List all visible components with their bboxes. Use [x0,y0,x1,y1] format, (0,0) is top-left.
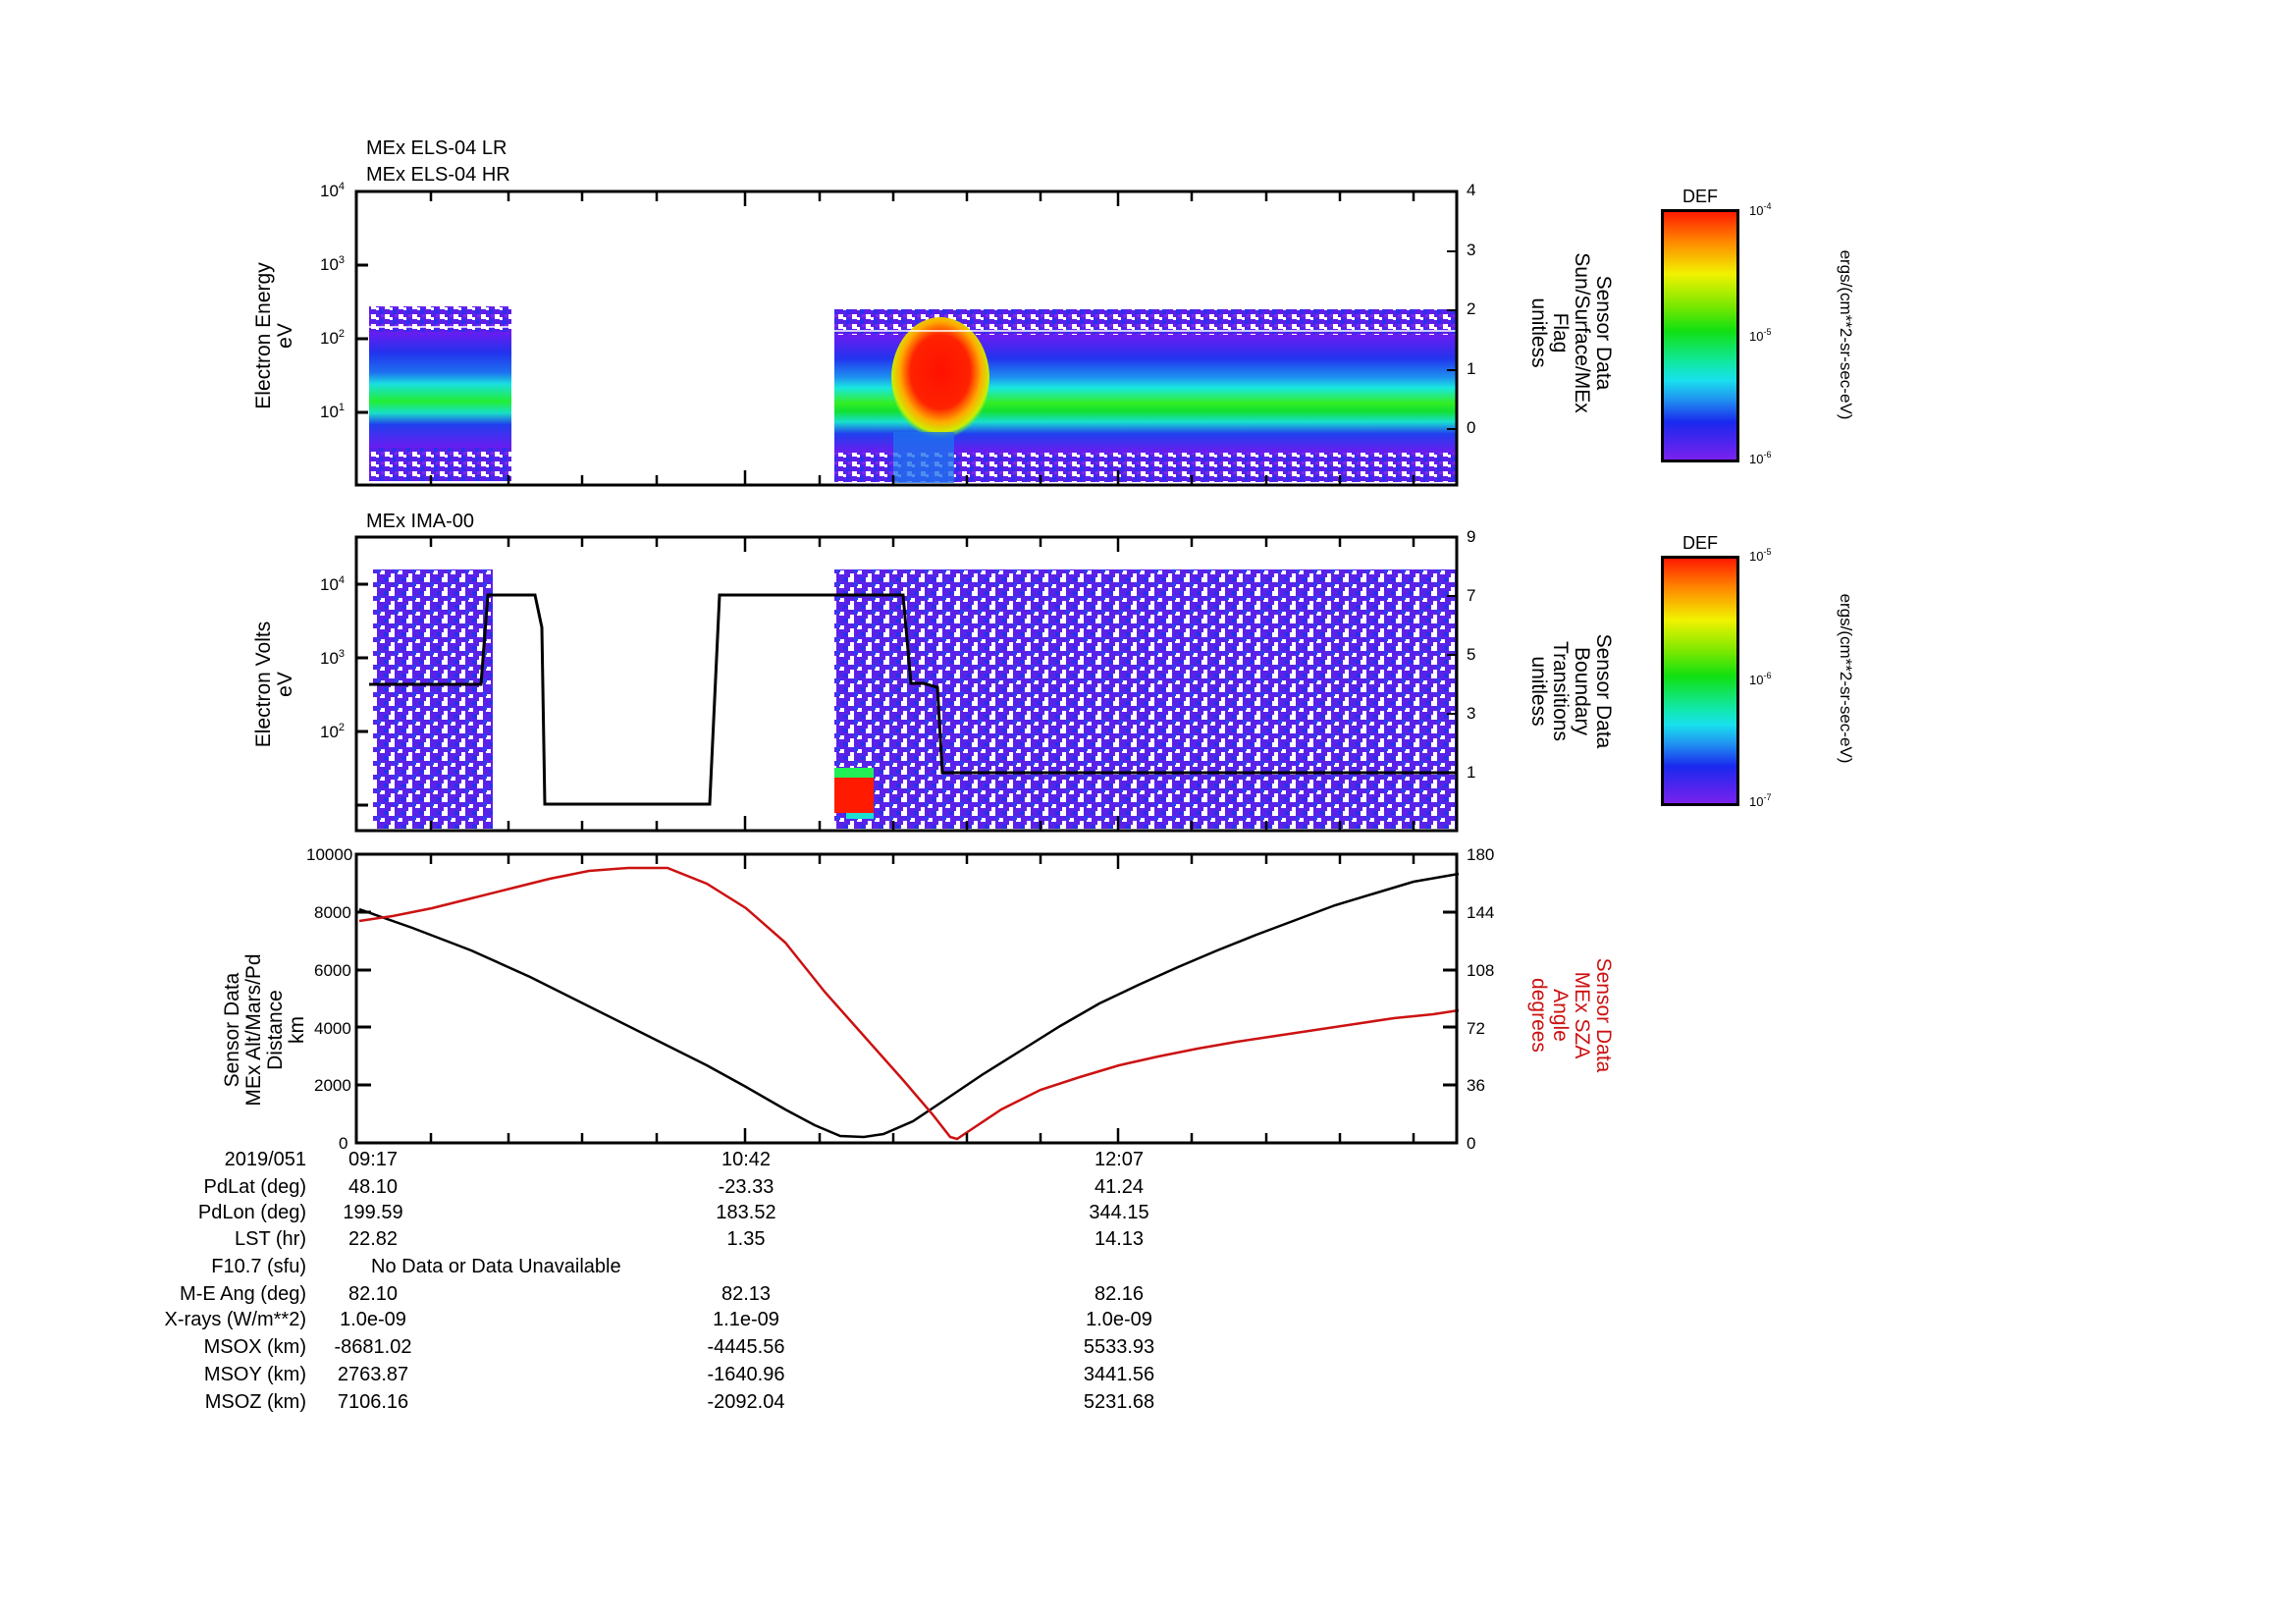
eph-row-xrays-v1: 1.0e-09 [340,1309,406,1330]
panel3-ytick-6000: 6000 [314,961,351,980]
panel3-ytick-8000: 8000 [314,903,351,922]
colorbar1 [1661,209,1739,462]
eph-row-meang-v3: 82.16 [1094,1283,1145,1305]
eph-row-date-v1: 09:17 [347,1149,399,1170]
sza-line [358,866,1460,1141]
eph-row-xrays-v3: 1.0e-09 [1086,1309,1152,1330]
panel1-title-hr: MEx ELS-04 HR [366,164,510,186]
panel2-title: MEx IMA-00 [366,511,475,532]
panel3-ytick-0: 0 [339,1134,348,1153]
eph-row-msoz-label: MSOZ (km) [204,1391,306,1413]
panel3-y2tick-72: 72 [1467,1019,1485,1038]
panel1-ytick-1e4: 104 [320,181,346,200]
eph-row-meang-v2: 82.13 [721,1283,772,1305]
panel3-ytick-2000: 2000 [314,1076,351,1095]
eph-row-xrays-label: X-rays (W/m**2) [164,1309,306,1330]
panel2-y2tick-7: 7 [1467,586,1476,605]
panel2-ytick-1e4: 104 [320,574,346,594]
eph-row-msoz-v3: 5231.68 [1083,1391,1155,1413]
panel3-y2tick-108: 108 [1467,961,1495,980]
panel1-title-lr: MEx ELS-04 LR [366,137,507,159]
els-block1-band [369,332,511,448]
eph-row-f107-label: F10.7 (sfu) [211,1256,306,1277]
eph-row-msoy-v2: -1640.96 [707,1364,785,1385]
colorbar2-mid: 10-6 [1749,671,1772,687]
colorbar1-min: 10-6 [1749,450,1772,466]
eph-row-msox-v1: -8681.02 [334,1336,412,1358]
colorbar1-title: DEF [1682,187,1718,206]
colorbar1-mid: 10-5 [1749,327,1772,344]
panel1-y2tick-1: 1 [1467,359,1476,378]
panel2-ytick-1e2: 102 [320,722,346,741]
panel3-ytick-4000: 4000 [314,1019,351,1038]
panel3-frame [354,852,1459,1145]
panel3-y2tick-36: 36 [1467,1076,1485,1095]
eph-row-pdlat-v3: 41.24 [1094,1176,1145,1198]
panel3-ytick-10000: 10000 [306,845,353,864]
panel1-y2tick-3: 3 [1467,241,1476,259]
eph-row-msoy-v3: 3441.56 [1083,1364,1155,1385]
panel1-y2tick-2: 2 [1467,299,1476,318]
panel1-ytick-1e2: 102 [320,328,346,348]
eph-row-pdlon-v2: 183.52 [716,1202,776,1223]
eph-row-msoz-v1: 7106.16 [337,1391,409,1413]
eph-row-pdlon-v3: 344.15 [1089,1202,1149,1223]
els-hot-spot [891,317,989,439]
colorbar2-max: 10-5 [1749,547,1772,564]
eph-row-pdlat-label: PdLat (deg) [203,1176,306,1198]
eph-row-lst-v1: 22.82 [347,1228,399,1250]
eph-row-pdlat-v1: 48.10 [347,1176,399,1198]
boundary-transition-line [369,593,1457,806]
eph-row-date-v2: 10:42 [721,1149,772,1170]
panel2-y2tick-1: 1 [1467,763,1476,782]
panel3-y2tick-180: 180 [1467,845,1495,864]
eph-row-pdlat-v2: -23.33 [718,1176,774,1198]
panel1-y2tick-4: 4 [1467,181,1476,199]
eph-row-date-v3: 12:07 [1094,1149,1145,1170]
altitude-line [358,872,1460,1139]
eph-row-msox-v2: -4445.56 [707,1336,785,1358]
ima-block1 [373,569,493,829]
eph-row-date-label: 2019/051 [224,1149,306,1170]
panel3-y2tick-0: 0 [1467,1134,1476,1153]
panel2-frame [354,535,1459,833]
eph-row-pdlon-v1: 199.59 [343,1202,403,1223]
eph-row-meang-v1: 82.10 [347,1283,399,1305]
panel3-y2tick-144: 144 [1467,903,1495,922]
panel2-y2tick-3: 3 [1467,704,1476,723]
eph-row-msox-label: MSOX (km) [203,1336,306,1358]
eph-row-pdlon-label: PdLon (deg) [197,1202,306,1223]
panel1-ytick-1e1: 101 [320,402,346,421]
panel2-y2tick-9: 9 [1467,527,1476,546]
panel2-y2tick-5: 5 [1467,645,1476,664]
panel1-ytick-1e3: 103 [320,254,346,274]
ima-red-patch [834,778,874,813]
colorbar2-min: 10-7 [1749,792,1772,809]
colorbar2-title: DEF [1682,533,1718,553]
eph-row-xrays-v2: 1.1e-09 [713,1309,779,1330]
eph-row-lst-label: LST (hr) [235,1228,306,1250]
colorbar2 [1661,556,1739,806]
eph-row-msoz-v2: -2092.04 [707,1391,785,1413]
panel1-y2tick-0: 0 [1467,418,1476,437]
colorbar1-max: 10-4 [1749,201,1772,218]
eph-row-msoy-v1: 2763.87 [337,1364,409,1385]
panel2-ytick-1e3: 103 [320,648,346,668]
eph-row-lst-v2: 1.35 [726,1228,766,1250]
eph-row-f107-v1: No Data or Data Unavailable [371,1256,621,1277]
eph-row-msox-v3: 5533.93 [1083,1336,1155,1358]
eph-row-msoy-label: MSOY (km) [203,1364,306,1385]
eph-row-lst-v3: 14.13 [1094,1228,1145,1250]
eph-row-meang-label: M-E Ang (deg) [180,1283,306,1305]
